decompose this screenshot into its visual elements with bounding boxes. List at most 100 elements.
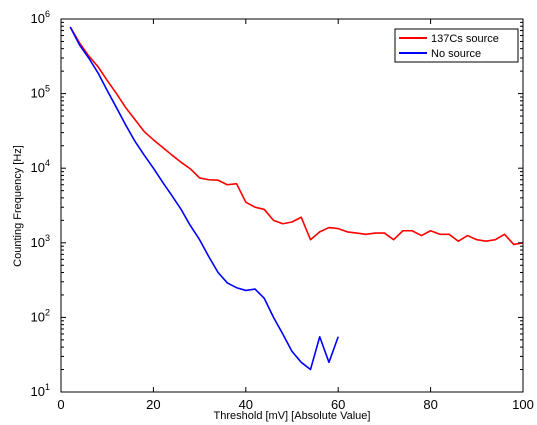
series-0-point bbox=[134, 118, 136, 120]
series-1-point bbox=[115, 106, 117, 108]
series-0-point bbox=[411, 230, 413, 232]
series-0-point bbox=[217, 179, 219, 181]
series-1-point bbox=[143, 154, 145, 156]
series-0-point bbox=[97, 65, 99, 67]
series-0-point bbox=[300, 216, 302, 218]
x-tick-label: 40 bbox=[239, 397, 253, 412]
series-1-point bbox=[189, 224, 191, 226]
x-tick-label: 60 bbox=[331, 397, 345, 412]
series-1-point bbox=[309, 368, 311, 370]
series-1-point bbox=[217, 271, 219, 273]
series-0-point bbox=[189, 168, 191, 170]
series-0-point bbox=[263, 208, 265, 210]
y-tick-label: 102 bbox=[31, 307, 50, 324]
series-1-point bbox=[78, 44, 80, 46]
series-0-point bbox=[346, 231, 348, 233]
legend-label-137cs: 137Cs source bbox=[431, 33, 499, 45]
plot-area bbox=[60, 18, 524, 393]
series-0-point bbox=[143, 130, 145, 132]
series-0-point bbox=[476, 239, 478, 241]
series-0-point bbox=[245, 201, 247, 203]
series-0-point bbox=[180, 161, 182, 163]
series-0-point bbox=[226, 184, 228, 186]
series-0-point bbox=[208, 179, 210, 181]
series-0-point bbox=[272, 219, 274, 221]
series-0-point bbox=[282, 223, 284, 225]
series-0-point bbox=[171, 154, 173, 156]
series-0-point bbox=[328, 226, 330, 228]
series-0-point bbox=[337, 227, 339, 229]
series-0-point bbox=[374, 232, 376, 234]
series-1-point bbox=[134, 140, 136, 142]
series-0-point bbox=[439, 233, 441, 235]
series-1-point bbox=[208, 256, 210, 258]
series-1-point bbox=[226, 282, 228, 284]
series-1-point bbox=[97, 72, 99, 74]
series-0-point bbox=[466, 234, 468, 236]
series-1-point bbox=[171, 194, 173, 196]
series-line-0 bbox=[69, 26, 524, 246]
y-tick-label: 104 bbox=[31, 158, 50, 175]
series-1-point bbox=[106, 89, 108, 91]
series-line-1 bbox=[69, 26, 339, 371]
x-axis: 0 20 40 60 80 100 bbox=[57, 19, 534, 412]
y-tick-label: 101 bbox=[31, 382, 50, 399]
x-tick-label: 0 bbox=[57, 397, 64, 412]
series-0-point bbox=[161, 146, 163, 148]
series-0-point bbox=[448, 233, 450, 235]
series-1-point bbox=[245, 289, 247, 291]
series-1-point bbox=[69, 26, 71, 28]
y-tick-label: 106 bbox=[31, 9, 50, 26]
series-0-point bbox=[402, 230, 404, 232]
series-0-point bbox=[309, 239, 311, 241]
series-0-point bbox=[503, 233, 505, 235]
series-1-point bbox=[328, 361, 330, 363]
series-1-point bbox=[282, 333, 284, 335]
series-0-point bbox=[383, 232, 385, 234]
series-0-point bbox=[198, 177, 200, 179]
series-1-point bbox=[337, 336, 339, 338]
series-0-point bbox=[152, 139, 154, 141]
y-axis: 101 102 103 104 105 106 bbox=[31, 9, 523, 399]
y-axis-label: Counting Frequency [Hz] bbox=[12, 145, 24, 267]
y-tick-label: 103 bbox=[31, 233, 50, 250]
series-1-point bbox=[319, 336, 321, 338]
series-0-point bbox=[494, 239, 496, 241]
series-layer bbox=[69, 26, 524, 371]
series-0-point bbox=[319, 231, 321, 233]
series-0-point bbox=[106, 79, 108, 81]
legend-box bbox=[394, 28, 519, 63]
x-axis-label: Threshold [mV] [Absolute Value] bbox=[214, 410, 371, 422]
x-tick-label: 20 bbox=[146, 397, 160, 412]
series-1-point bbox=[161, 181, 163, 183]
series-0-point bbox=[420, 234, 422, 236]
series-1-point bbox=[88, 57, 90, 59]
legend-label-no-source: No source bbox=[431, 48, 481, 60]
series-1-point bbox=[180, 208, 182, 210]
series-1-point bbox=[152, 167, 154, 169]
series-0-point bbox=[355, 232, 357, 234]
series-0-point bbox=[124, 106, 126, 108]
series-1-point bbox=[272, 316, 274, 318]
series-0-point bbox=[291, 221, 293, 223]
series-0-point bbox=[254, 206, 256, 208]
series-1-point bbox=[291, 350, 293, 352]
series-1-point bbox=[254, 288, 256, 290]
series-0-point bbox=[429, 230, 431, 232]
x-tick-label: 100 bbox=[512, 397, 534, 412]
series-1-point bbox=[198, 239, 200, 241]
series-1-point bbox=[124, 124, 126, 126]
series-0-point bbox=[235, 182, 237, 184]
y-tick-label: 105 bbox=[31, 84, 50, 101]
x-tick-label: 80 bbox=[423, 397, 437, 412]
legend: 137Cs source No source bbox=[394, 28, 519, 63]
series-0-point bbox=[115, 92, 117, 94]
series-1-point bbox=[263, 297, 265, 299]
series-1-point bbox=[300, 361, 302, 363]
series-0-point bbox=[485, 240, 487, 242]
series-0-point bbox=[457, 240, 459, 242]
series-0-point bbox=[392, 239, 394, 241]
series-1-point bbox=[235, 287, 237, 289]
series-0-point bbox=[513, 243, 515, 245]
